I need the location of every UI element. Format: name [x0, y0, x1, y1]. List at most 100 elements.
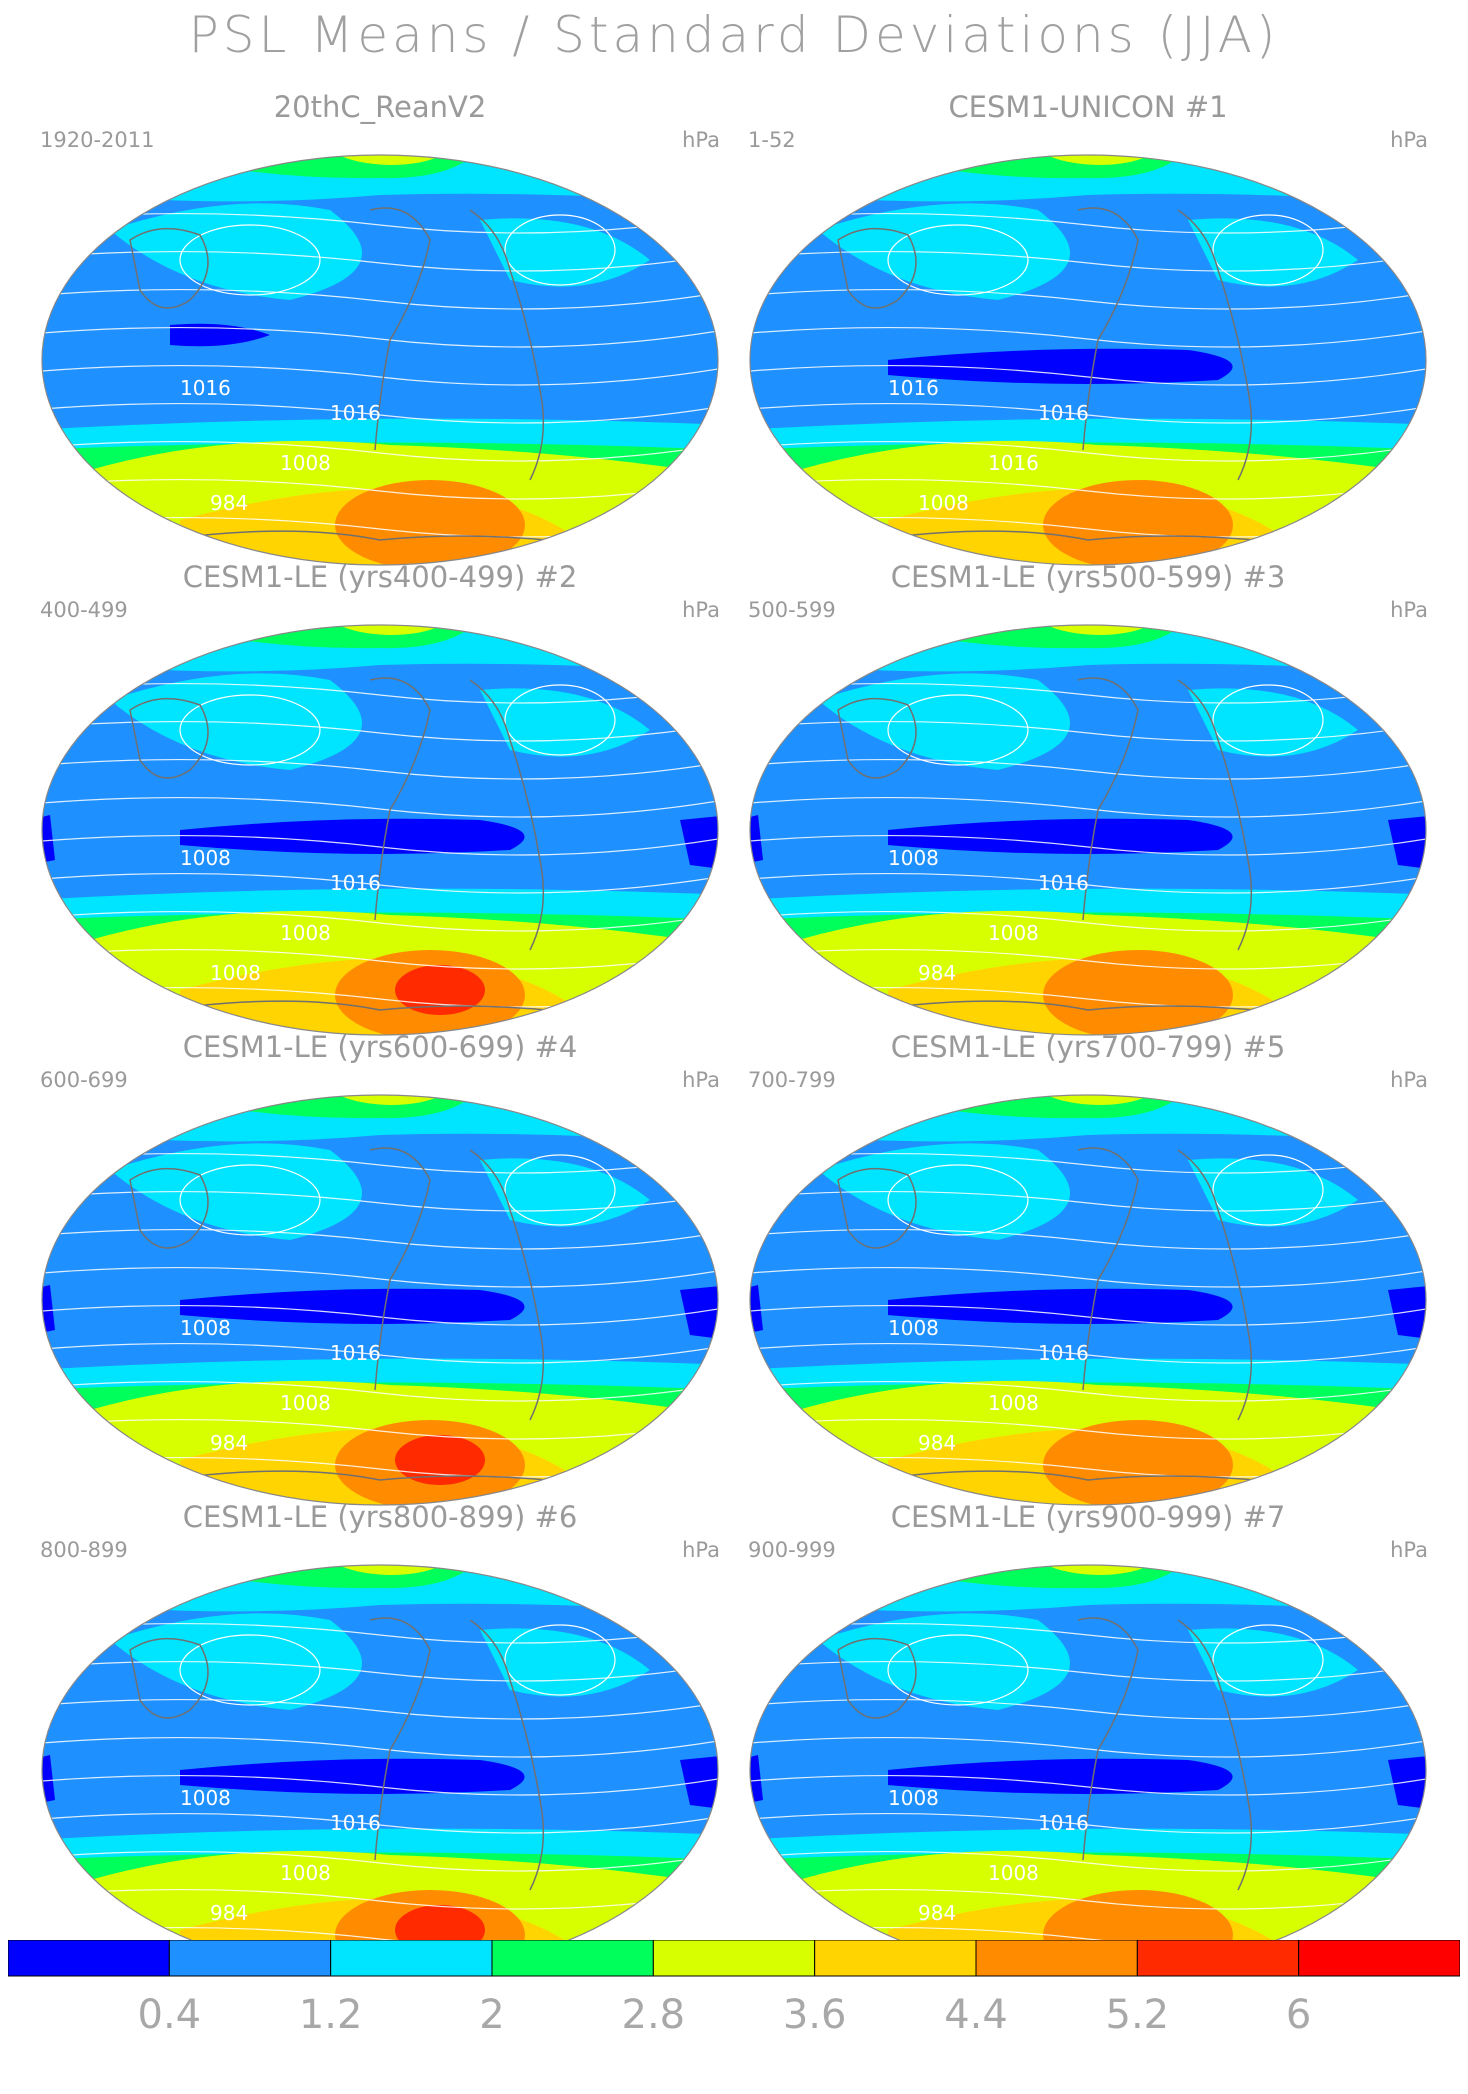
- coastline: [129, 1000, 591, 1016]
- contour-label: 1008: [280, 451, 331, 475]
- contour-line: [42, 1736, 718, 1758]
- contour-line: [1212, 1154, 1324, 1226]
- contour-line: [179, 1164, 321, 1236]
- colorbar-label: 0.4: [137, 1992, 202, 2038]
- contour-line: [750, 478, 1426, 500]
- contour-line: [179, 694, 321, 766]
- contour-line: [887, 1634, 1029, 1706]
- contour-label: 1008: [918, 491, 969, 515]
- field-npac: [110, 203, 362, 300]
- contour-label: 1008: [888, 1316, 939, 1340]
- contour-line: [750, 1660, 1426, 1682]
- contour-line: [750, 1812, 1426, 1834]
- contour-line: [887, 694, 1029, 766]
- contour-line: [42, 250, 718, 272]
- contour-label: 984: [210, 491, 248, 515]
- field-tropics: [888, 818, 1233, 854]
- contour-label: 1008: [210, 961, 261, 985]
- contour-line: [750, 1380, 1426, 1402]
- coastline: [129, 1637, 209, 1719]
- contour-label: 1008: [180, 846, 231, 870]
- panel-title: CESM1-LE (yrs500-599) #3: [890, 560, 1286, 594]
- contour-label: 1016: [1038, 871, 1089, 895]
- contour-line: [42, 1850, 718, 1872]
- contour-line: [42, 440, 718, 462]
- panel-title: 20thC_ReanV2: [273, 90, 487, 124]
- coastline: [837, 227, 917, 309]
- contour-label: 1016: [1038, 1341, 1089, 1365]
- contour-label: 984: [210, 1431, 248, 1455]
- coastline: [1077, 207, 1139, 451]
- panel-years: 400-499: [40, 598, 128, 622]
- contour-line: [504, 214, 616, 286]
- map-plot: 1008 1016 1008 984: [749, 624, 1427, 1036]
- coastline: [129, 697, 209, 779]
- contour-label: 1008: [180, 1316, 231, 1340]
- colorbar-swatch: [652, 1940, 816, 1977]
- field-tropics: [180, 1288, 525, 1324]
- field-npac: [110, 673, 362, 770]
- field-southern-max: [1043, 480, 1233, 565]
- field-southern-max: [335, 480, 525, 565]
- contour-line: [42, 1380, 718, 1402]
- contour-line: [750, 1736, 1426, 1758]
- colorbar-swatch: [1298, 1940, 1460, 1977]
- colorbar-swatch: [814, 1940, 977, 1977]
- panel-title: CESM1-LE (yrs400-499) #2: [182, 560, 578, 594]
- field-npac: [818, 203, 1070, 300]
- contour-line: [42, 1888, 718, 1910]
- contour-line: [750, 1266, 1426, 1288]
- coastline: [1177, 1149, 1253, 1421]
- contour-line: [750, 872, 1426, 894]
- map-plot: 1008 1016 1008 984: [41, 1094, 719, 1506]
- panel-title: CESM1-UNICON #1: [948, 90, 1228, 124]
- contour-line: [750, 910, 1426, 932]
- panel-units: hPa: [682, 1538, 720, 1562]
- contour-line: [42, 1660, 718, 1682]
- panel-units: hPa: [682, 1068, 720, 1092]
- map-panel: 20thC_ReanV2 1920-2011 hPa 1016 1016 1008 984: [30, 90, 730, 570]
- contour-line: [750, 1342, 1426, 1364]
- panel-units: hPa: [1390, 128, 1428, 152]
- coastline: [129, 530, 591, 546]
- colorbar-label: 1.2: [298, 1992, 363, 2038]
- coastline: [469, 679, 545, 951]
- panel-years: 600-699: [40, 1068, 128, 1092]
- panel-title: CESM1-LE (yrs800-899) #6: [182, 1500, 578, 1534]
- colorbar-label: 5.2: [1105, 1992, 1170, 2038]
- contour-line: [42, 872, 718, 894]
- contour-line: [750, 250, 1426, 272]
- map-border: [41, 624, 719, 1036]
- contour-line: [750, 948, 1426, 970]
- coastline: [469, 1619, 545, 1891]
- field-arctic-peak: [1038, 625, 1158, 635]
- panel-units: hPa: [1390, 1538, 1428, 1562]
- map-panel: CESM1-LE (yrs600-699) #4 600-699 hPa 1008 10…: [30, 1030, 730, 1510]
- coastline: [369, 207, 431, 451]
- colorbar-swatch: [1136, 1940, 1300, 1977]
- contour-label: 1016: [330, 401, 381, 425]
- contour-line: [42, 910, 718, 932]
- field-arctic-peak: [330, 625, 450, 635]
- panel-years: 1-52: [748, 128, 796, 152]
- map-panel: CESM1-LE (yrs800-899) #6 800-899 hPa 1008 10…: [30, 1500, 730, 1980]
- contour-line: [42, 796, 718, 818]
- contour-label: 984: [918, 961, 956, 985]
- field-natl: [1188, 688, 1358, 757]
- field-southern-max: [1043, 950, 1233, 1035]
- contour-label: 1008: [888, 1786, 939, 1810]
- contour-label: 1016: [330, 1341, 381, 1365]
- contour-line: [750, 364, 1426, 386]
- contour-line: [42, 326, 718, 348]
- panel-years: 800-899: [40, 1538, 128, 1562]
- coastline: [837, 530, 1299, 546]
- contour-label: 1016: [330, 871, 381, 895]
- colorbar-swatch: [8, 1940, 170, 1977]
- contour-label: 1008: [988, 1391, 1039, 1415]
- field-natl: [480, 1628, 650, 1697]
- field-natl: [1188, 1158, 1358, 1227]
- contour-label: 984: [918, 1901, 956, 1925]
- contour-line: [42, 1266, 718, 1288]
- contour-line: [504, 684, 616, 756]
- map-border: [41, 1094, 719, 1506]
